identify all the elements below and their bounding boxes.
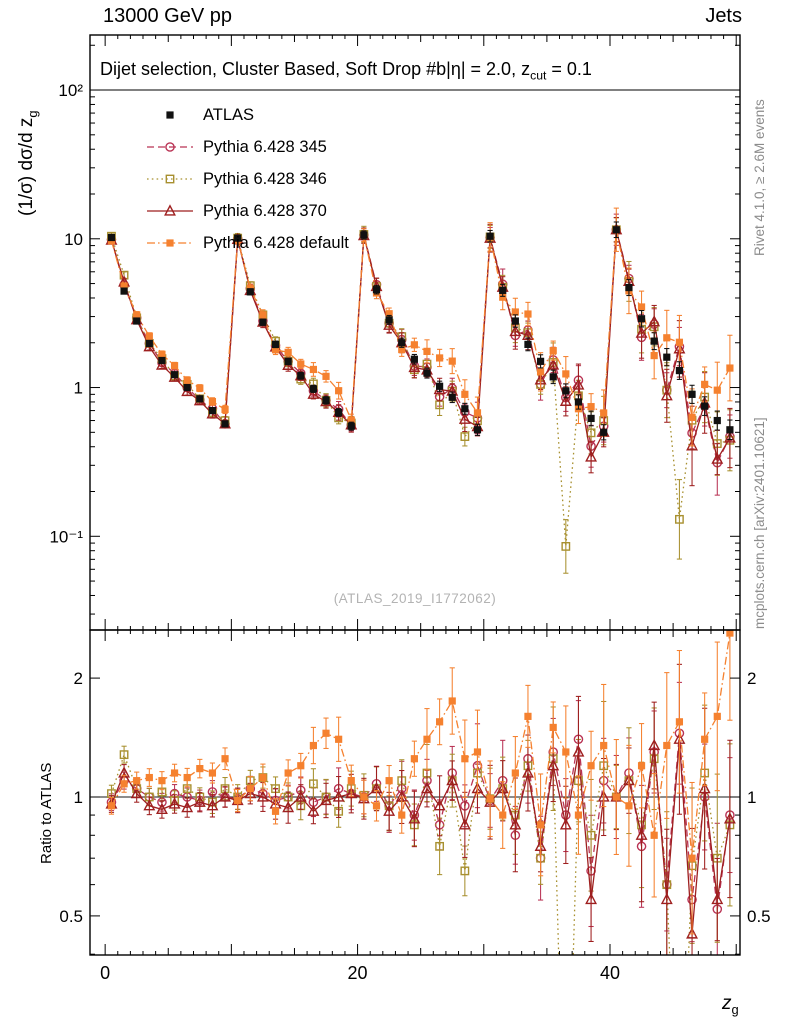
plot-title-suffix: = 0.1 bbox=[546, 59, 592, 79]
legend-item: Pythia 6.428 345 bbox=[146, 131, 349, 163]
legend-label: Pythia 6.428 default bbox=[203, 233, 349, 252]
plot-title-subscript: cut bbox=[530, 68, 547, 83]
mcplots-arxiv-caption: mcplots.cern.ch [arXiv:2401.10621] bbox=[752, 417, 767, 629]
series-line bbox=[110, 229, 731, 461]
legend-label: ATLAS bbox=[203, 105, 255, 124]
series-line bbox=[110, 229, 731, 421]
series-ratio-line bbox=[110, 752, 731, 955]
x-tick-label: 0 bbox=[100, 963, 110, 983]
ratio-panel-series bbox=[90, 630, 740, 955]
ratio-y-tick-label-right: 0.5 bbox=[747, 907, 771, 926]
ratio-y-tick-label: 1 bbox=[74, 788, 83, 807]
x-tick-label: 40 bbox=[600, 963, 620, 983]
ratio-y-tick-label: 0.5 bbox=[59, 907, 83, 926]
x-axis-label: zg bbox=[722, 993, 739, 1017]
main-panel-series bbox=[105, 207, 736, 574]
series-ratio-line bbox=[110, 633, 731, 859]
legend: ATLAS Pythia 6.428 345 Pythia 6.428 346 Pyt… bbox=[146, 99, 349, 259]
plot-title: Dijet selection, Cluster Based, Soft Dro… bbox=[100, 59, 592, 83]
ratio-y-tick-label: 2 bbox=[74, 669, 83, 688]
y-axis-label-ratio: Ratio to ATLAS bbox=[38, 762, 55, 864]
legend-item: Pythia 6.428 370 bbox=[146, 195, 349, 227]
main-y-tick-label: 10⁻¹ bbox=[49, 527, 83, 546]
open-triangle-icon bbox=[147, 204, 193, 216]
main-y-tick-label: 1 bbox=[74, 379, 83, 398]
open-square-icon bbox=[147, 174, 193, 184]
y-axis-label-main: (1/σ) dσ/d zg bbox=[16, 110, 40, 216]
series-line bbox=[110, 229, 731, 465]
analysis-id-watermark: (ATLAS_2019_I1772062) bbox=[333, 591, 497, 606]
filled-square-icon bbox=[166, 111, 174, 119]
main-y-tick-label: 10 bbox=[64, 230, 83, 249]
ratio-y-tick-label-right: 1 bbox=[747, 788, 756, 807]
legend-label: Pythia 6.428 345 bbox=[203, 137, 327, 156]
legend-label: Pythia 6.428 370 bbox=[203, 201, 327, 220]
series-ratio-line bbox=[110, 739, 731, 935]
main-y-tick-label: 10² bbox=[58, 81, 83, 100]
beam-energy-label: 13000 GeV pp bbox=[103, 5, 232, 27]
rivet-version-caption: Rivet 4.1.0, ≥ 2.6M events bbox=[752, 99, 767, 256]
analysis-topic-label: Jets bbox=[705, 5, 742, 27]
legend-item: Pythia 6.428 default bbox=[146, 227, 349, 259]
legend-item: Pythia 6.428 346 bbox=[146, 163, 349, 195]
filled-square-icon bbox=[147, 239, 193, 247]
ratio-y-tick-label-right: 2 bbox=[747, 669, 756, 688]
axes-and-frames: 10² 10 1 10⁻¹ 2 2 1 1 0.5 0.5 0 20 40 bbox=[49, 34, 771, 983]
legend-label: Pythia 6.428 346 bbox=[203, 169, 327, 188]
series-ratio-line bbox=[110, 733, 731, 910]
open-circle-icon bbox=[147, 142, 193, 152]
plot-title-text: Dijet selection, Cluster Based, Soft Dro… bbox=[100, 59, 531, 79]
legend-item: ATLAS bbox=[146, 99, 349, 131]
x-tick-label: 20 bbox=[348, 963, 368, 983]
series-line bbox=[110, 229, 731, 547]
